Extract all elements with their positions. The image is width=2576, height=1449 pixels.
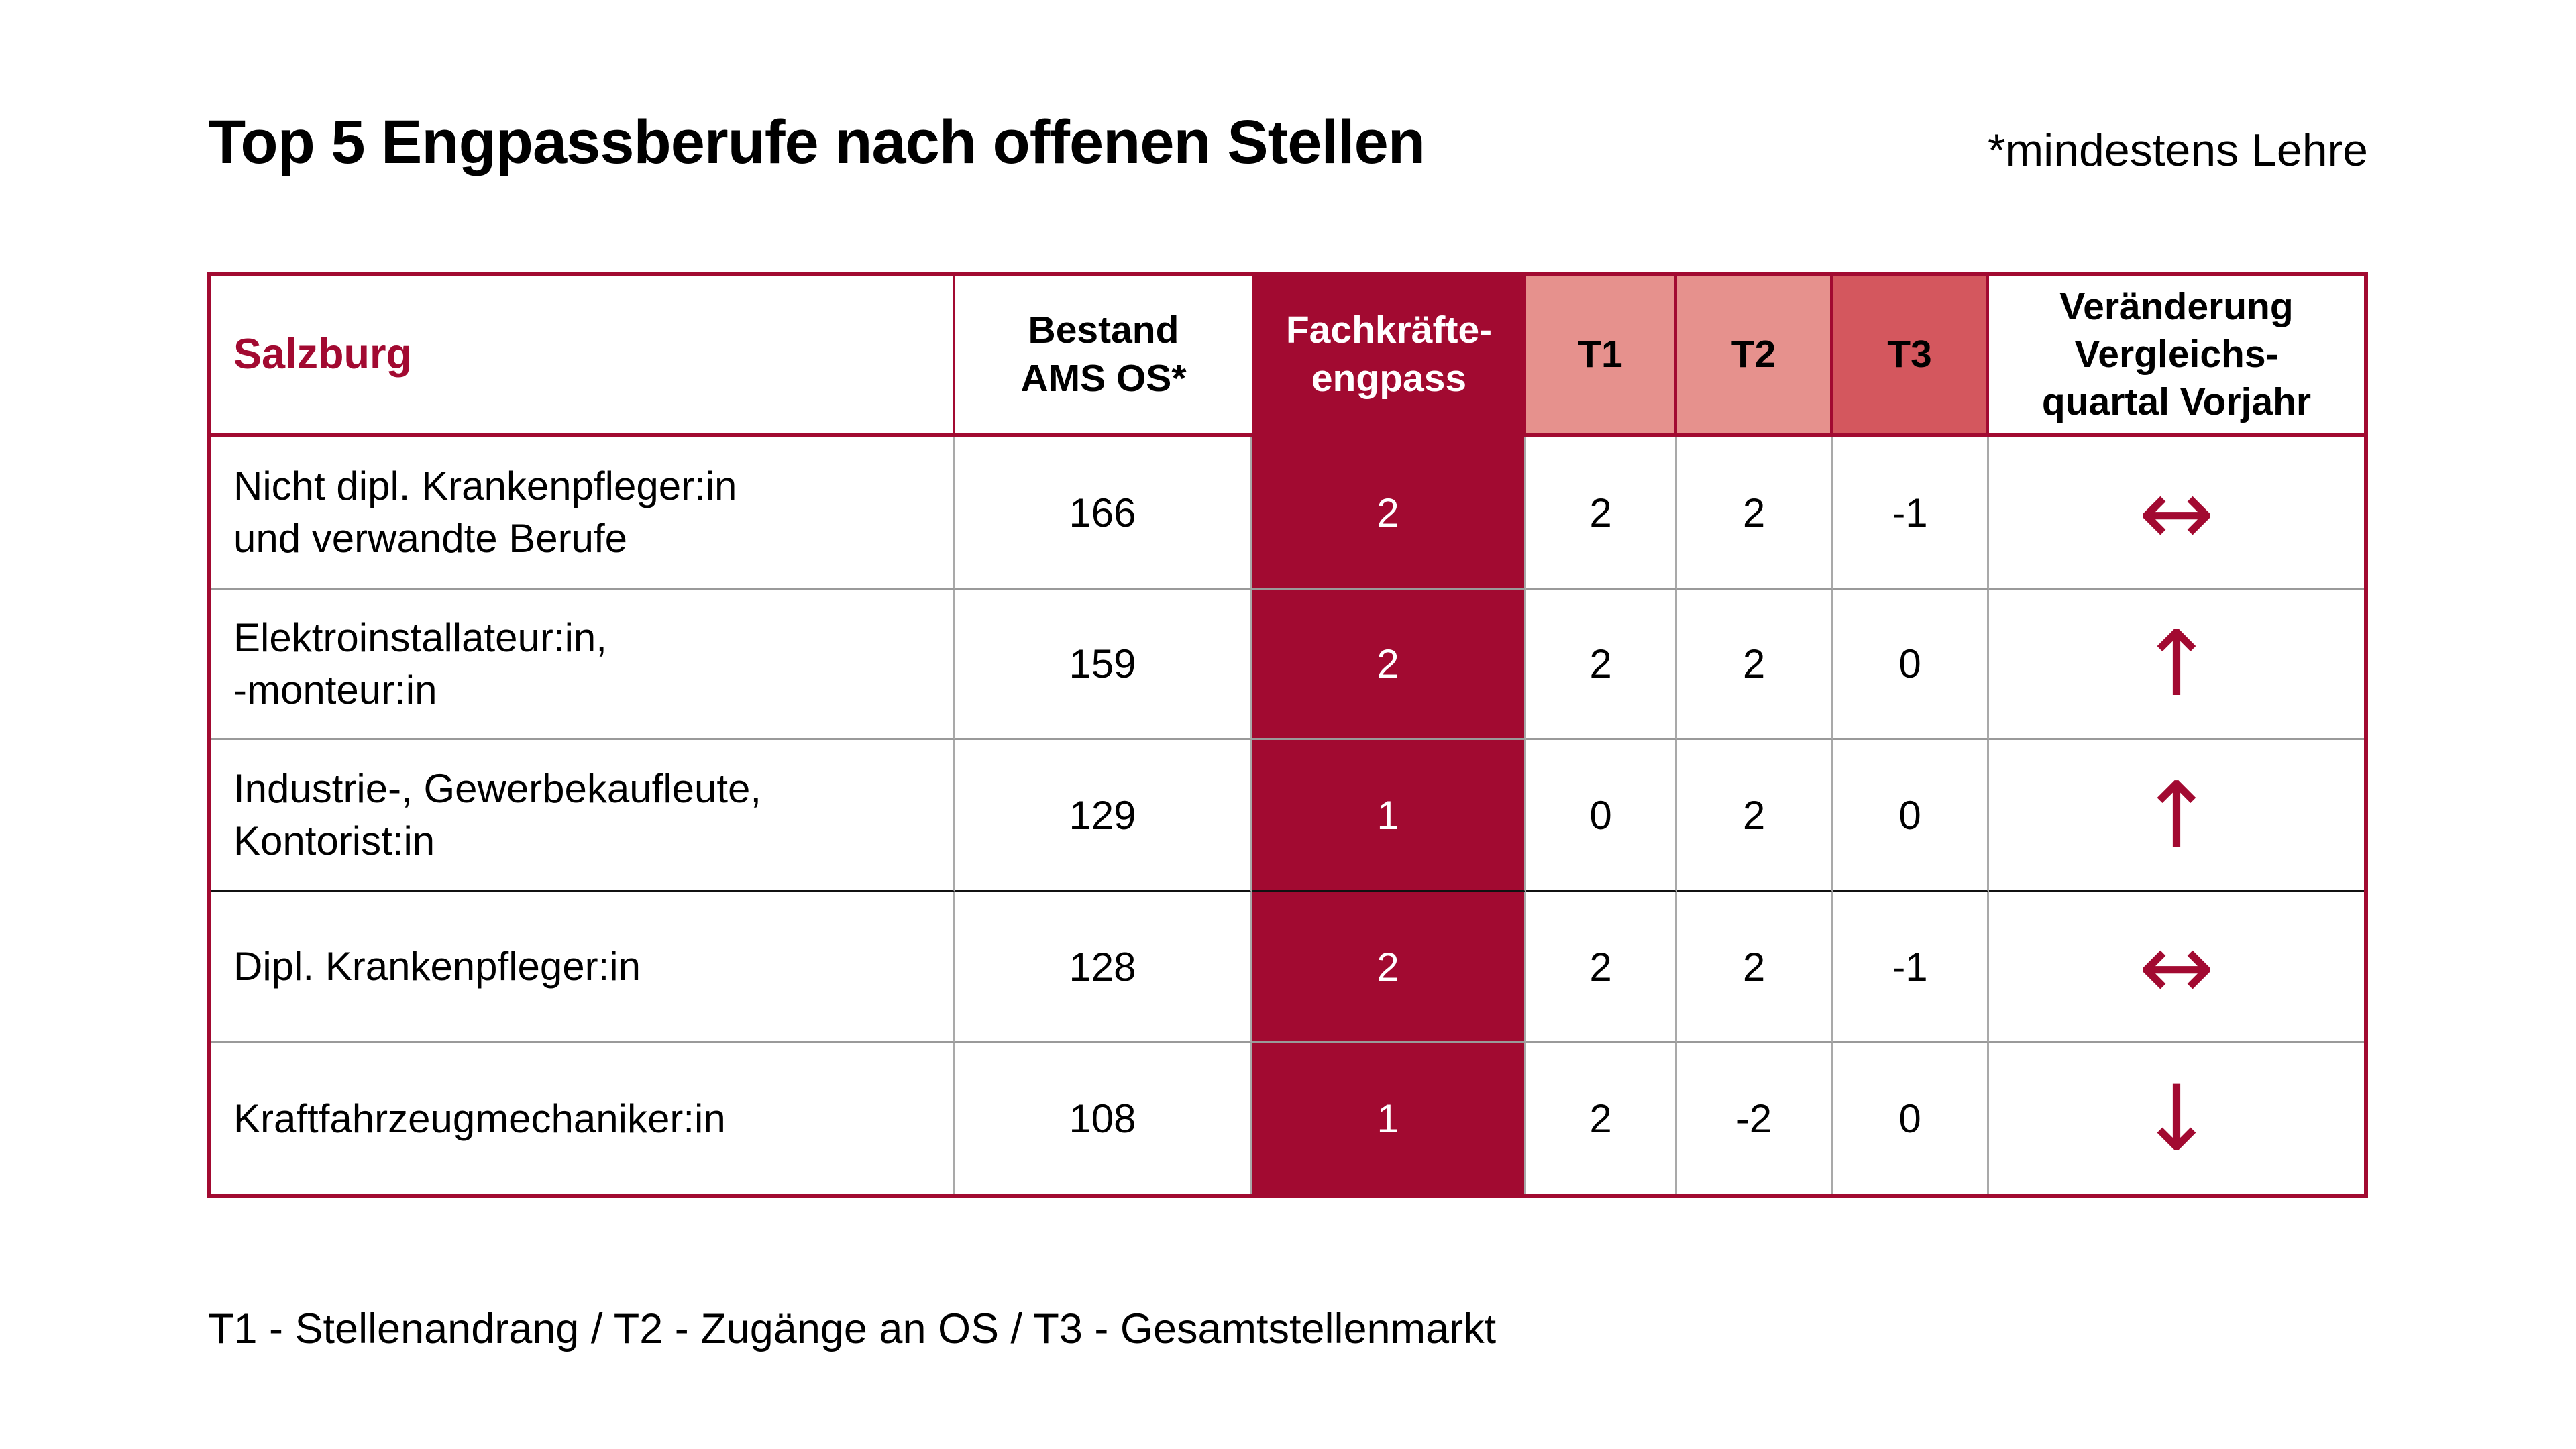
bestand-value: 108 [955, 1043, 1252, 1194]
header-t3: T3 [1833, 276, 1989, 437]
engpass-value: 1 [1252, 1043, 1526, 1194]
header-region-salzburg: Salzburg [211, 276, 955, 437]
bestand-value: 159 [955, 590, 1252, 740]
header-bestand-ams-os: Bestand AMS OS* [955, 276, 1252, 437]
trend-arrow-up-icon: ↑ [1989, 590, 2364, 740]
engpass-value: 2 [1252, 437, 1526, 590]
t3-value: -1 [1833, 437, 1989, 590]
t1-value: 2 [1526, 437, 1677, 590]
engpassberufe-table: Salzburg Bestand AMS OS* Fachkräfte- eng… [207, 272, 2368, 1198]
trend-arrow-down-icon: ↓ [2138, 1066, 2215, 1171]
t2-value: 2 [1677, 740, 1833, 892]
bestand-value: 166 [955, 437, 1252, 590]
t2-value: 2 [1677, 590, 1833, 740]
occupation-name: Elektroinstallateur:in, -monteur:in [211, 590, 955, 740]
legend-text: T1 - Stellenandrang / T2 - Zugänge an OS… [208, 1305, 1497, 1352]
engpass-value: 2 [1252, 590, 1526, 740]
t3-value: -1 [1833, 892, 1989, 1043]
footnote-mindestens-lehre: *mindestens Lehre [1987, 125, 2368, 176]
t1-value: 2 [1526, 1043, 1677, 1194]
header-fachkraefteengpass: Fachkräfte- engpass [1252, 276, 1526, 437]
t3-value: 0 [1833, 1043, 1989, 1194]
occupation-name: Nicht dipl. Krankenpfleger:in und verwan… [211, 437, 955, 590]
t2-value: -2 [1677, 1043, 1833, 1194]
occupation-name: Industrie-, Gewerbekaufleute, Kontorist:… [211, 740, 955, 892]
t3-value: 0 [1833, 740, 1989, 892]
header-veraenderung-vergleichsquartal: Veränderung Vergleichs- quartal Vorjahr [1989, 276, 2364, 437]
bestand-value: 129 [955, 740, 1252, 892]
t2-value: 2 [1677, 437, 1833, 590]
t1-value: 0 [1526, 740, 1677, 892]
header-t1: T1 [1526, 276, 1677, 437]
trend-arrow-up-icon: ↑ [1989, 740, 2364, 892]
occupation-name: Kraftfahrzeugmechaniker:in [211, 1043, 955, 1194]
t2-value: 2 [1677, 892, 1833, 1043]
engpass-value: 1 [1252, 740, 1526, 892]
page-title: Top 5 Engpassberufe nach offenen Stellen [208, 108, 1426, 176]
header-t2: T2 [1677, 276, 1833, 437]
t3-value: 0 [1833, 590, 1989, 740]
t1-value: 2 [1526, 892, 1677, 1043]
trend-arrow-unchanged-icon: ↔ [1989, 892, 2364, 1043]
engpass-value: 2 [1252, 892, 1526, 1043]
bestand-value: 128 [955, 892, 1252, 1043]
t1-value: 2 [1526, 590, 1677, 740]
trend-arrow-unchanged-icon: ↔ [1989, 437, 2364, 590]
occupation-name: Dipl. Krankenpfleger:in [211, 892, 955, 1043]
